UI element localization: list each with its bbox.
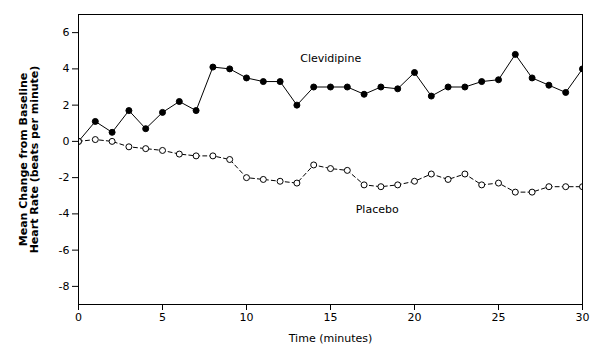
svg-text:Placebo: Placebo: [356, 203, 399, 216]
svg-text:-2: -2: [59, 171, 70, 184]
svg-text:5: 5: [159, 311, 166, 324]
svg-text:-6: -6: [59, 244, 70, 257]
svg-text:25: 25: [492, 311, 506, 324]
svg-text:0: 0: [63, 135, 70, 148]
svg-text:-8: -8: [59, 280, 70, 293]
svg-text:15: 15: [324, 311, 338, 324]
svg-text:Clevidipine: Clevidipine: [300, 52, 361, 65]
svg-text:20: 20: [408, 311, 422, 324]
svg-text:0: 0: [75, 311, 82, 324]
svg-text:Time (minutes): Time (minutes): [288, 332, 373, 344]
svg-text:Mean Change from BaselineHeart: Mean Change from BaselineHeart Rate (bea…: [17, 66, 41, 254]
svg-text:-4: -4: [59, 207, 70, 220]
svg-text:30: 30: [576, 311, 590, 324]
svg-text:6: 6: [63, 26, 70, 39]
svg-text:10: 10: [240, 311, 254, 324]
svg-text:4: 4: [63, 62, 70, 75]
svg-text:2: 2: [63, 99, 70, 112]
